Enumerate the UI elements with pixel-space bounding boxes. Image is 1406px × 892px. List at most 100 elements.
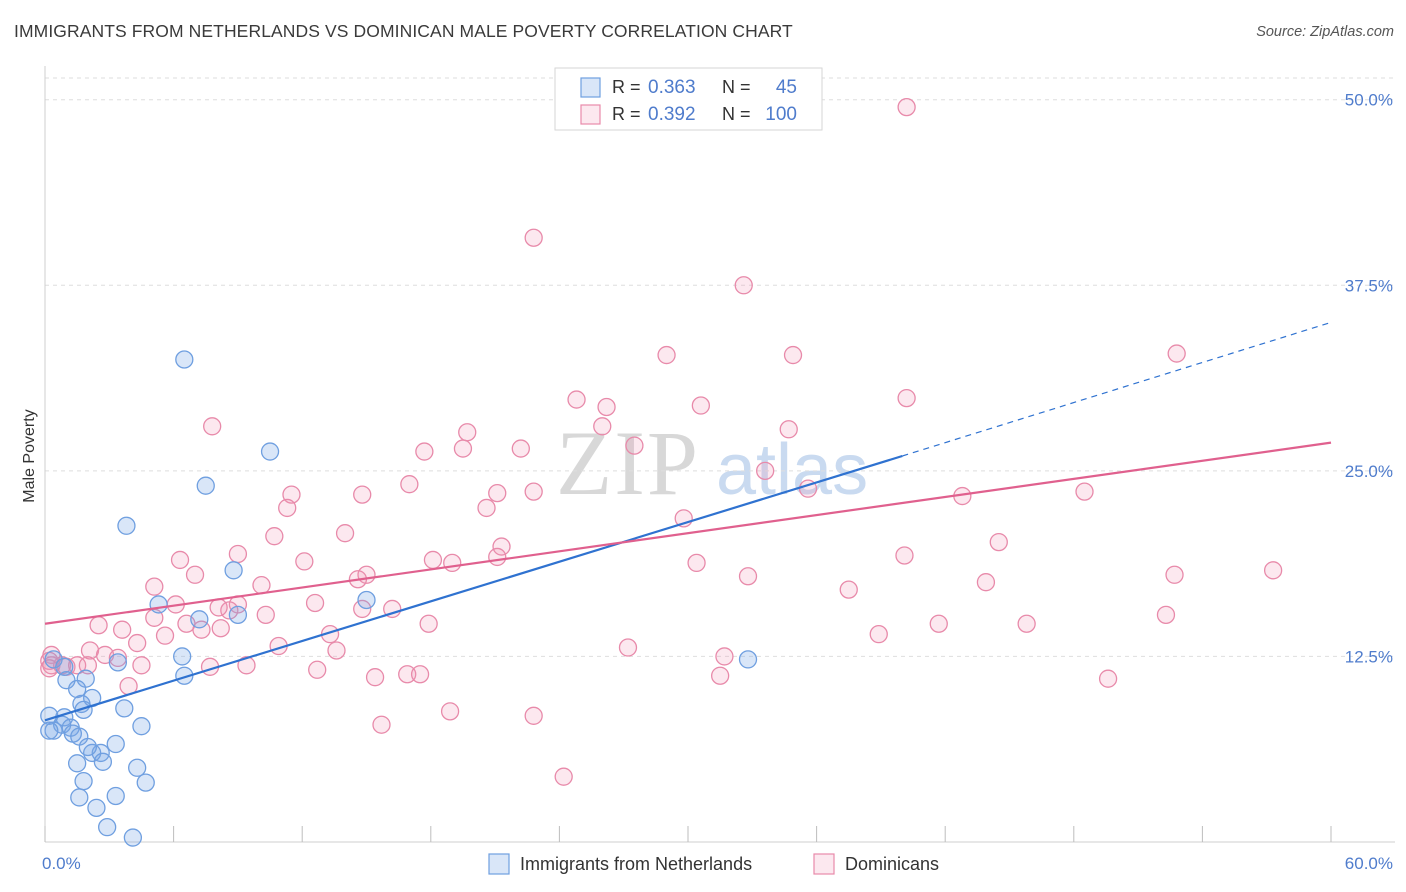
x-tick-label-max: 60.0%	[1345, 854, 1393, 873]
netherlands-point	[228, 605, 248, 625]
dominican-point	[657, 345, 676, 365]
dominican-point	[783, 345, 803, 365]
netherlands-point	[40, 721, 59, 740]
series-label: Immigrants from Netherlands	[520, 854, 752, 874]
y-tick-label: 12.5%	[1345, 647, 1393, 666]
dominican-point	[423, 550, 443, 570]
axes	[44, 66, 1395, 843]
netherlands-trendline	[44, 454, 903, 722]
dominican-point	[256, 605, 275, 625]
dominican-point	[618, 638, 638, 657]
netherlands-point	[175, 350, 194, 369]
legend-r-label: R =	[612, 104, 641, 124]
netherlands-point	[132, 717, 151, 736]
dominican-point	[278, 498, 297, 518]
dominican-point	[209, 598, 228, 617]
y-tick-label: 25.0%	[1345, 462, 1393, 481]
netherlands-point	[98, 818, 117, 837]
watermark-zip: ZIP	[556, 412, 700, 514]
y-tick-labels: 12.5% 25.0% 37.5% 50.0%	[1345, 91, 1393, 667]
netherlands-points	[40, 350, 758, 847]
dominican-point	[410, 665, 430, 684]
netherlands-point	[44, 650, 63, 669]
netherlands-point	[106, 734, 125, 754]
dominican-point	[211, 619, 230, 638]
dominican-point	[113, 620, 132, 639]
netherlands-point	[357, 590, 376, 610]
dominican-point	[365, 668, 385, 687]
dominican-point	[524, 706, 543, 725]
dominican-point	[691, 396, 711, 415]
watermark-atlas: atlas	[716, 430, 868, 510]
y-axis-label: Male Poverty	[21, 409, 38, 502]
y-tick-label: 50.0%	[1345, 91, 1393, 110]
dominican-point	[237, 656, 256, 675]
netherlands-point	[87, 798, 106, 818]
x-tick-labels: 0.0% 60.0%	[42, 854, 1393, 873]
netherlands-point	[149, 595, 168, 614]
dominican-point	[1165, 565, 1184, 584]
netherlands-point	[68, 679, 87, 699]
dominican-point	[132, 656, 151, 675]
dominican-point	[625, 436, 644, 455]
dominican-point	[220, 601, 239, 620]
dominican-point	[839, 580, 858, 599]
dominican-point	[897, 97, 916, 117]
dominican-point	[80, 641, 100, 660]
netherlands-point	[106, 786, 125, 806]
netherlands-point	[108, 653, 128, 672]
netherlands-point	[196, 476, 215, 495]
dominican-point	[929, 614, 948, 633]
netherlands-point	[115, 699, 134, 718]
dominican-point	[779, 420, 798, 439]
dominican-point	[308, 660, 327, 679]
dominican-point	[458, 423, 477, 442]
dominican-point	[128, 633, 147, 653]
dominican-point	[715, 647, 734, 666]
dominican-point	[1098, 669, 1118, 688]
dominican-point	[353, 599, 372, 619]
dominican-point	[145, 577, 164, 596]
netherlands-point	[78, 737, 98, 757]
dominican-point	[738, 567, 758, 586]
netherlands-point	[173, 647, 192, 666]
dominican-point	[353, 485, 372, 504]
dominican-point	[252, 576, 271, 595]
dominican-point	[524, 482, 543, 501]
netherlands-point	[93, 752, 113, 771]
netherlands-point	[128, 758, 147, 777]
netherlands-point	[190, 610, 209, 629]
source-credit: Source: ZipAtlas.com	[1256, 24, 1394, 40]
legend-n-value: 45	[776, 77, 797, 98]
dominican-point	[185, 565, 205, 584]
dominican-point	[89, 616, 108, 635]
netherlands-point	[55, 657, 74, 676]
dominican-point	[398, 665, 417, 684]
legend-swatch-pink	[580, 104, 601, 125]
legend-r-value: 0.363	[648, 77, 696, 98]
dominican-point	[976, 573, 996, 592]
netherlands-point	[117, 516, 136, 535]
dominican-point	[453, 439, 473, 458]
series-label: Dominicans	[845, 854, 939, 874]
dominican-point	[989, 532, 1008, 552]
dominican-point	[756, 461, 775, 480]
dominican-point	[524, 228, 543, 247]
dominican-point	[488, 483, 507, 503]
series-swatch-pink	[813, 853, 835, 875]
dominican-point	[1263, 561, 1283, 580]
dominican-point	[108, 648, 128, 668]
netherlands-point	[74, 771, 93, 791]
netherlands-point	[260, 442, 280, 461]
series-swatch-blue	[488, 853, 510, 875]
dominican-point	[228, 544, 248, 564]
dominican-point	[443, 553, 462, 573]
dominican-point	[40, 659, 59, 678]
dominican-point	[383, 599, 402, 619]
dominican-point	[1017, 614, 1036, 633]
dominican-point	[1156, 605, 1176, 625]
dominican-point	[511, 439, 530, 458]
dominican-point	[78, 656, 98, 675]
dominican-point	[897, 388, 916, 408]
